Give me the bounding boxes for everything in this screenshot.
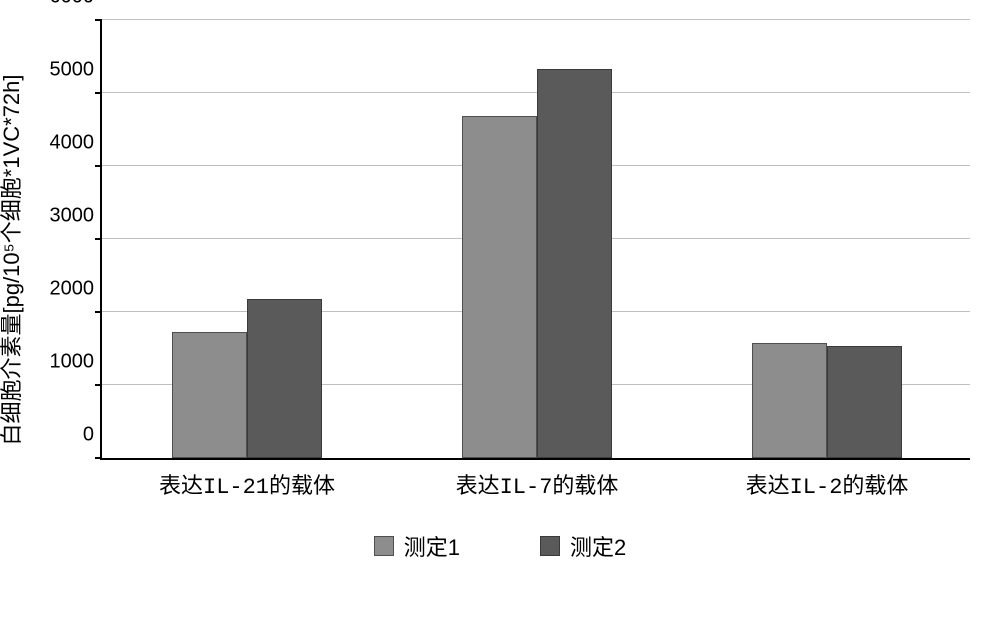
- bar-group: [172, 20, 322, 458]
- bar-group: [462, 20, 612, 458]
- y-tick-mark: [95, 457, 102, 459]
- y-tick-label: 1000: [50, 351, 103, 374]
- legend-swatch: [540, 536, 560, 556]
- y-tick-label: 4000: [50, 132, 103, 155]
- y-tick-mark: [95, 19, 102, 21]
- y-tick-label: 2000: [50, 278, 103, 301]
- legend: 测定1 测定2: [20, 530, 980, 562]
- y-tick-mark: [95, 165, 102, 167]
- legend-label: 测定1: [404, 530, 460, 562]
- bar-group: [752, 20, 902, 458]
- y-tick-label: 6000: [50, 0, 103, 9]
- y-tick-mark: [95, 92, 102, 94]
- y-tick-mark: [95, 238, 102, 240]
- legend-item: 测定1: [374, 530, 460, 562]
- bar: [752, 343, 827, 458]
- y-tick-label: 0: [83, 424, 102, 447]
- y-tick-label: 5000: [50, 59, 103, 82]
- chart-area: 白细胞介素量[pg/10⁵个细胞*1VC*72h] 01000200030004…: [20, 20, 980, 500]
- x-category-label: 表达IL-21的载体: [159, 468, 335, 500]
- x-category-label: 表达IL-7的载体: [456, 468, 619, 500]
- bar: [827, 346, 902, 458]
- plot-area: 0100020003000400050006000表达IL-21的载体表达IL-…: [100, 20, 970, 460]
- chart-container: 白细胞介素量[pg/10⁵个细胞*1VC*72h] 01000200030004…: [20, 20, 980, 606]
- x-category-label: 表达IL-2的载体: [746, 468, 909, 500]
- bar: [462, 116, 537, 458]
- y-tick-mark: [95, 384, 102, 386]
- y-tick-mark: [95, 311, 102, 313]
- bar: [172, 332, 247, 458]
- y-axis-label: 白细胞介素量[pg/10⁵个细胞*1VC*72h]: [0, 74, 26, 445]
- legend-swatch: [374, 536, 394, 556]
- legend-item: 测定2: [540, 530, 626, 562]
- bar: [537, 69, 612, 458]
- y-tick-label: 3000: [50, 205, 103, 228]
- bar: [247, 299, 322, 458]
- legend-label: 测定2: [570, 530, 626, 562]
